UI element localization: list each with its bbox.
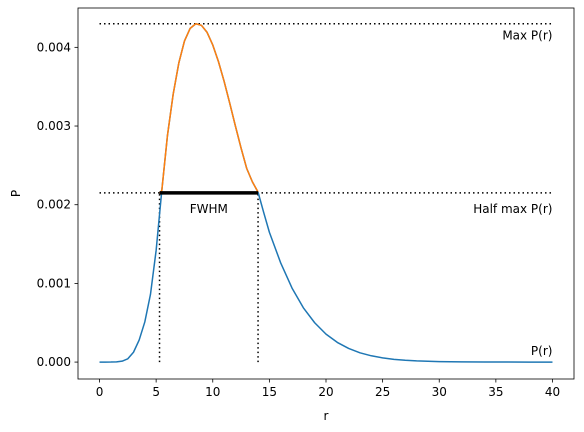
y-tick-label: 0.000 [37,355,71,369]
x-axis-label: r [324,409,329,423]
x-tick-label: 40 [545,385,560,399]
y-axis-label: P [9,190,23,197]
x-tick-label: 25 [375,385,390,399]
annotation-max: Max P(r) [502,29,552,43]
annotation-half-max: Half max P(r) [473,202,552,216]
annotations: Max P(r) Half max P(r) FWHM P(r) [190,29,553,358]
annotation-curve: P(r) [531,344,553,358]
y-tick-label: 0.004 [37,40,71,54]
y-tick-label: 0.002 [37,198,71,212]
series-line-peak [158,22,259,194]
axes: 0 5 10 15 20 25 30 35 40 0.000 0.001 0.002 0.003 0.00… [37,7,575,399]
series-layer [99,22,553,363]
x-tick-label: 35 [488,385,503,399]
annotation-fwhm: FWHM [190,202,228,216]
y-tick-label: 0.003 [37,119,71,133]
x-tick-label: 5 [152,385,160,399]
x-tick-label: 15 [262,385,277,399]
x-tick-label: 10 [205,385,220,399]
x-tick-label: 20 [318,385,333,399]
x-tick-label: 30 [432,385,447,399]
y-tick-label: 0.001 [37,276,71,290]
x-tick-label: 0 [96,385,104,399]
